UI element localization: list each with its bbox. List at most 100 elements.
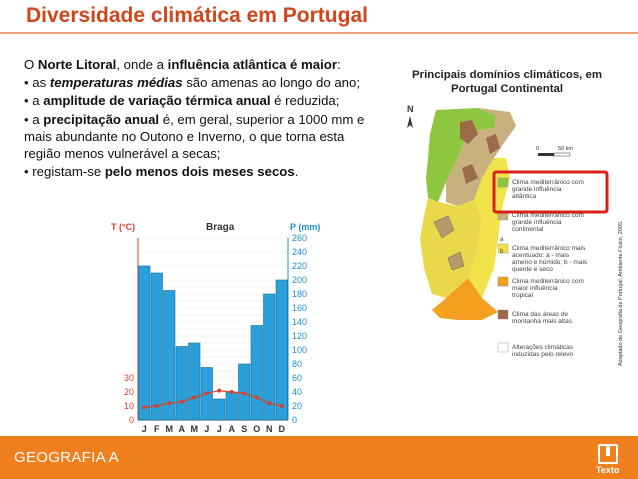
temperature-point xyxy=(204,391,209,396)
temperature-point xyxy=(154,404,159,408)
legend-b-label: b xyxy=(500,249,504,255)
month-label: O xyxy=(253,424,260,434)
region-mediterranean-b xyxy=(468,158,510,298)
precip-tick-label: 40 xyxy=(292,387,302,397)
legend-swatch xyxy=(497,243,509,254)
temperature-point xyxy=(179,399,184,404)
precipitation-bar xyxy=(213,398,226,421)
temperature-point xyxy=(242,391,247,396)
legend-text: Clima mediterrânico com grande influência… xyxy=(512,179,584,200)
text-span: O xyxy=(24,57,38,72)
legend-swatch xyxy=(497,177,509,188)
temperature-point xyxy=(142,405,147,410)
legend-text: Clima mediterrânico com maior influência t… xyxy=(512,278,584,299)
text-block: O Norte Litoral, onde a influência atlân… xyxy=(24,56,374,181)
precip-tick-label: 180 xyxy=(292,289,307,299)
legend-text: Clima mediterrânico mais acentuado: a - m… xyxy=(512,245,588,273)
precipitation-bar xyxy=(138,265,151,421)
precip-tick-label: 160 xyxy=(292,303,307,313)
text-span: são amenas ao longo do ano; xyxy=(182,75,360,91)
climate-map: N 0 50 km Clima mediterrânico com grande … xyxy=(398,98,628,372)
temperature-point xyxy=(229,390,234,394)
highlight-box xyxy=(492,170,609,214)
precip-tick-label: 260 xyxy=(292,233,307,243)
precip-tick-label: 60 xyxy=(292,373,302,383)
month-label: S xyxy=(241,424,247,434)
precip-tick-label: 220 xyxy=(292,261,307,271)
scale-label: 50 km xyxy=(558,146,573,152)
precip-tick-label: 0 xyxy=(292,415,297,425)
month-label: M xyxy=(166,424,174,434)
temp-tick-label: 30 xyxy=(124,373,134,383)
precipitation-bar xyxy=(250,325,263,421)
legend-swatch xyxy=(497,309,509,320)
region-continental xyxy=(446,108,516,206)
text-bold: influência atlântica é maior xyxy=(167,57,337,72)
bullet-precipitation: • a precipitação anual é, em geral, supe… xyxy=(24,111,374,163)
precip-tick-label: 20 xyxy=(292,401,302,411)
text-span: • as xyxy=(24,75,50,91)
month-label: M xyxy=(191,424,199,434)
text-bold: pelo menos dois meses secos xyxy=(104,164,295,180)
month-label: F xyxy=(154,424,160,434)
text-span: . xyxy=(294,164,299,180)
publisher-logo-icon xyxy=(598,444,618,464)
temperature-point xyxy=(167,401,172,406)
text-span: : xyxy=(336,57,341,72)
legend-text: Alterações climáticas induzidas pelo rele… xyxy=(512,344,574,358)
scale-bar-half xyxy=(553,152,571,157)
temperature-point xyxy=(267,401,272,406)
precipitation-bar xyxy=(225,391,238,421)
bullet-amplitude: • a amplitude de variação térmica anual … xyxy=(24,92,374,109)
scale-zero: 0 xyxy=(536,146,539,152)
temperature-point xyxy=(254,395,259,400)
text-span: • a xyxy=(24,93,44,109)
legend-swatch xyxy=(497,276,509,287)
north-arrow-icon xyxy=(407,116,413,128)
temp-axis-label: T (°C) xyxy=(111,222,135,232)
footer-bar: GEOGRAFIA A Texto xyxy=(0,436,638,479)
precip-tick-label: 240 xyxy=(292,247,307,257)
text-bold: precipitação anual xyxy=(43,111,160,127)
text-span: é reduzida; xyxy=(270,93,340,109)
precip-tick-label: 200 xyxy=(292,275,307,285)
slide-title: Diversidade climática em Portugal xyxy=(26,4,368,27)
month-label: J xyxy=(204,424,209,434)
legend-swatch xyxy=(497,342,509,353)
temperature-point xyxy=(279,404,284,408)
precipitation-bar xyxy=(275,279,288,421)
temperature-point xyxy=(192,395,197,400)
legend-text: Clima mediterrânico com grande influência… xyxy=(512,212,584,233)
month-label: D xyxy=(279,424,286,434)
legend-a-label: a xyxy=(500,237,504,243)
publisher-label: Texto xyxy=(596,465,620,475)
map-source: Adaptado de Geografia de Portugal, Ambie… xyxy=(618,220,624,366)
month-label: A xyxy=(229,424,236,434)
precip-tick-label: 100 xyxy=(292,345,307,355)
month-label: J xyxy=(142,424,147,434)
month-label: J xyxy=(217,424,222,434)
precip-tick-label: 140 xyxy=(292,317,307,327)
region-mountain xyxy=(460,120,500,184)
text-span: é, em geral, superior a 1000 mm e mais a… xyxy=(24,111,365,162)
precipitation-bar xyxy=(150,272,163,421)
bullet-temperatures: • as temperaturas médias são amenas ao l… xyxy=(24,74,374,91)
text-span: • a xyxy=(24,111,44,127)
precipitation-bar xyxy=(188,342,201,421)
month-label: A xyxy=(179,424,186,434)
footer-label: GEOGRAFIA A xyxy=(14,449,119,466)
temp-tick-label: 20 xyxy=(124,387,134,397)
legend-text: Clima das áreas de montanha mais altas xyxy=(512,311,573,325)
precip-tick-label: 80 xyxy=(292,359,302,369)
region-tropical xyxy=(432,278,498,320)
title-rule xyxy=(0,32,638,34)
temperature-line xyxy=(144,389,282,408)
text-bold: amplitude de variação térmica anual xyxy=(43,93,271,109)
chart-title: Braga xyxy=(206,222,235,233)
precip-tick-label: 120 xyxy=(292,331,307,341)
region-relief xyxy=(433,215,465,271)
north-arrow-label: N xyxy=(407,104,414,114)
temp-tick-label: 0 xyxy=(129,415,134,425)
precipitation-bar xyxy=(163,290,176,421)
temperature-point xyxy=(217,388,222,393)
